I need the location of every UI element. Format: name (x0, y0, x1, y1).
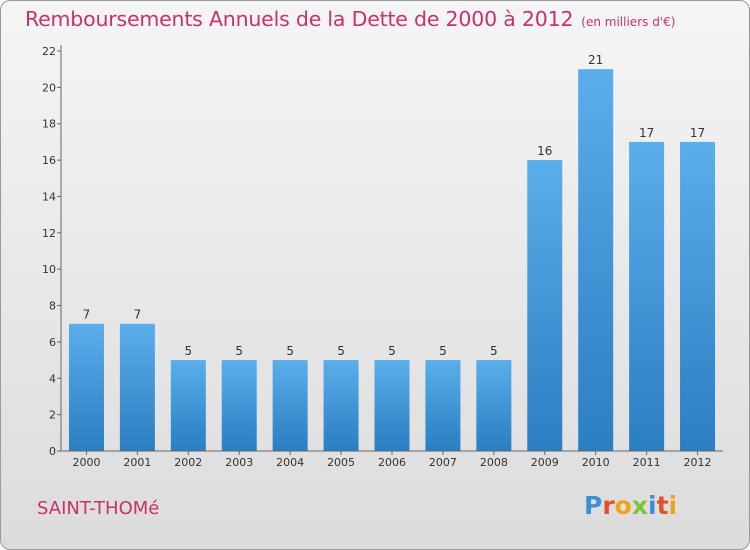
bar-value-label: 17 (690, 126, 705, 140)
bar (221, 360, 257, 451)
commune-name: SAINT-THOMé (37, 498, 160, 519)
x-tick-label: 2000 (72, 456, 100, 469)
logo-letter: i (668, 491, 678, 520)
y-tick-label: 22 (42, 45, 56, 58)
y-tick-label: 18 (42, 118, 56, 131)
logo-letter: x (631, 491, 648, 520)
bar-value-label: 17 (639, 126, 654, 140)
x-tick-label: 2004 (276, 456, 304, 469)
chart-title-text: Remboursements Annuels de la Dette de 20… (25, 7, 574, 31)
chart-subtitle: (en milliers d'€) (581, 15, 676, 29)
bar-value-label: 5 (235, 344, 243, 358)
bar (170, 360, 206, 451)
bar (527, 160, 563, 451)
logo-letter: P (584, 491, 603, 520)
bar-value-label: 5 (490, 344, 498, 358)
y-tick-label: 0 (49, 445, 56, 458)
bar-value-label: 7 (83, 308, 91, 322)
bar-value-label: 5 (286, 344, 294, 358)
x-tick-label: 2009 (531, 456, 559, 469)
x-tick-label: 2003 (225, 456, 253, 469)
bar-value-label: 5 (337, 344, 345, 358)
bar (425, 360, 461, 451)
y-tick-label: 8 (49, 300, 56, 313)
y-tick-label: 20 (42, 81, 56, 94)
bar-value-label: 5 (184, 344, 192, 358)
bar (68, 323, 104, 451)
y-tick-label: 6 (49, 336, 56, 349)
bar-value-label: 16 (537, 144, 552, 158)
logo-letter: r (602, 491, 615, 520)
x-tick-label: 2011 (633, 456, 661, 469)
logo-letter: i (648, 491, 657, 520)
bar-value-label: 21 (588, 53, 603, 67)
x-tick-label: 2001 (123, 456, 151, 469)
bar-value-label: 5 (439, 344, 447, 358)
y-tick-label: 14 (42, 190, 56, 203)
y-tick-label: 12 (42, 227, 56, 240)
bar (680, 141, 716, 451)
y-tick-label: 16 (42, 154, 56, 167)
chart-title: Remboursements Annuels de la Dette de 20… (25, 7, 675, 31)
bar (272, 360, 308, 451)
logo-letter: o (614, 491, 632, 520)
bar (119, 323, 155, 451)
x-tick-label: 2006 (378, 456, 406, 469)
bar (629, 141, 665, 451)
y-tick-label: 4 (49, 372, 56, 385)
bar (374, 360, 410, 451)
bar-value-label: 5 (388, 344, 396, 358)
logo-letter: t (656, 491, 669, 520)
bar (476, 360, 512, 451)
y-tick-label: 10 (42, 263, 56, 276)
bar (323, 360, 359, 451)
x-tick-label: 2007 (429, 456, 457, 469)
proxiti-logo: Proxiti (584, 491, 677, 520)
bar-value-label: 7 (134, 308, 142, 322)
x-tick-label: 2002 (174, 456, 202, 469)
x-tick-label: 2005 (327, 456, 355, 469)
y-tick-label: 2 (49, 409, 56, 422)
x-tick-label: 2010 (582, 456, 610, 469)
x-tick-label: 2008 (480, 456, 508, 469)
bar (578, 69, 614, 451)
x-tick-label: 2012 (684, 456, 712, 469)
